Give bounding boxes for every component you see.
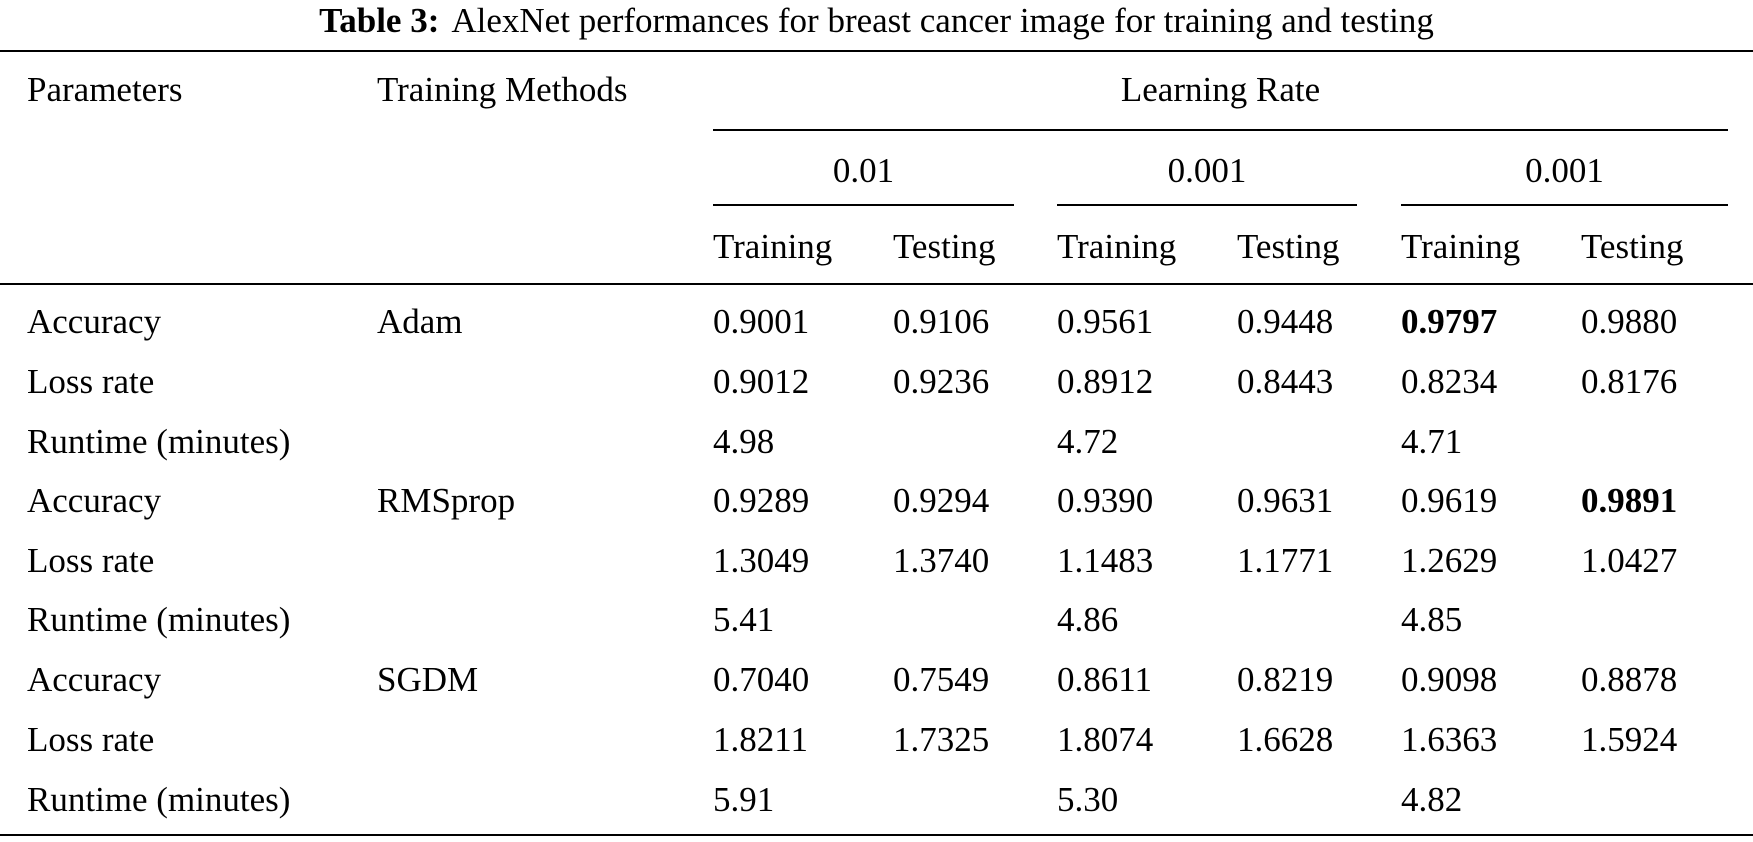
table-cell: 1.8074 [1057, 720, 1154, 759]
sub-column-header: Training [713, 227, 833, 266]
rate-group-header: 0.001 [1167, 151, 1247, 190]
row-parameter: Loss rate [27, 720, 155, 759]
table-top-rule [0, 50, 1753, 52]
table-cell: 1.2629 [1401, 541, 1498, 580]
rate-group-rule [1057, 204, 1357, 206]
row-parameter: Accuracy [27, 302, 162, 341]
table-cell: 1.0427 [1581, 541, 1678, 580]
sub-column-header: Testing [1237, 227, 1340, 266]
row-training-method: Adam [377, 302, 463, 341]
table-bottom-rule [0, 834, 1753, 836]
table-cell: 0.9390 [1057, 481, 1154, 520]
table-cell: 1.1771 [1237, 541, 1334, 580]
table-cell: 4.72 [1057, 422, 1119, 461]
table-caption-label: Table 3: [319, 1, 440, 40]
table-cell: 0.8234 [1401, 362, 1498, 401]
learning-rate-rule [713, 129, 1728, 131]
rate-group-header: 0.001 [1525, 151, 1604, 190]
table-caption-text: AlexNet performances for breast cancer i… [451, 1, 1434, 40]
table-cell: 0.9012 [713, 362, 810, 401]
row-parameter: Runtime (minutes) [27, 600, 291, 639]
rate-group-rule [713, 204, 1014, 206]
table-cell: 0.9891 [1581, 481, 1678, 520]
table-cell: 5.91 [713, 780, 775, 819]
table-cell: 0.8912 [1057, 362, 1154, 401]
table-cell: 0.9797 [1401, 302, 1498, 341]
row-training-method: SGDM [377, 660, 479, 699]
table-cell: 0.7549 [893, 660, 990, 699]
table-cell: 0.8176 [1581, 362, 1678, 401]
table-cell: 4.86 [1057, 600, 1119, 639]
header-training-methods: Training Methods [377, 70, 628, 109]
table-cell: 0.9098 [1401, 660, 1498, 699]
table-cell: 1.3049 [713, 541, 810, 580]
table-cell: 5.30 [1057, 780, 1119, 819]
table-caption: Table 3: AlexNet performances for breast … [0, 0, 1753, 42]
table-cell: 0.9561 [1057, 302, 1154, 341]
row-parameter: Accuracy [27, 660, 162, 699]
table-cell: 0.9448 [1237, 302, 1334, 341]
row-parameter: Runtime (minutes) [27, 422, 291, 461]
table-cell: 1.6363 [1401, 720, 1498, 759]
table-cell: 1.6628 [1237, 720, 1334, 759]
rate-group-header: 0.01 [832, 151, 895, 190]
row-parameter: Loss rate [27, 362, 155, 401]
table-cell: 1.8211 [713, 720, 808, 759]
table-cell: 0.8219 [1237, 660, 1334, 699]
row-training-method: RMSprop [377, 481, 516, 520]
table-cell: 0.9289 [713, 481, 810, 520]
table-cell: 4.71 [1401, 422, 1463, 461]
table-cell: 0.9294 [893, 481, 990, 520]
header-parameters: Parameters [27, 70, 183, 109]
sub-column-header: Training [1057, 227, 1177, 266]
table-cell: 5.41 [713, 600, 775, 639]
table-cell: 0.8878 [1581, 660, 1678, 699]
table-cell: 0.8611 [1057, 660, 1152, 699]
table-cell: 0.7040 [713, 660, 810, 699]
table-cell: 0.9236 [893, 362, 990, 401]
table-cell: 4.85 [1401, 600, 1463, 639]
table-cell: 4.82 [1401, 780, 1463, 819]
table-cell: 4.98 [713, 422, 775, 461]
table-cell: 0.9631 [1237, 481, 1334, 520]
table-cell: 1.1483 [1057, 541, 1154, 580]
table-cell: 0.8443 [1237, 362, 1334, 401]
table-cell: 1.7325 [893, 720, 990, 759]
table-cell: 0.9619 [1401, 481, 1498, 520]
row-parameter: Runtime (minutes) [27, 780, 291, 819]
row-parameter: Accuracy [27, 481, 162, 520]
table-cell: 0.9001 [713, 302, 810, 341]
header-bottom-rule [0, 283, 1753, 285]
rate-group-rule [1401, 204, 1728, 206]
row-parameter: Loss rate [27, 541, 155, 580]
table-cell: 0.9880 [1581, 302, 1678, 341]
sub-column-header: Testing [1581, 227, 1684, 266]
sub-column-header: Training [1401, 227, 1521, 266]
table-cell: 1.5924 [1581, 720, 1678, 759]
header-learning-rate: Learning Rate [1120, 70, 1321, 109]
table-cell: 1.3740 [893, 541, 990, 580]
sub-column-header: Testing [893, 227, 996, 266]
table-cell: 0.9106 [893, 302, 990, 341]
